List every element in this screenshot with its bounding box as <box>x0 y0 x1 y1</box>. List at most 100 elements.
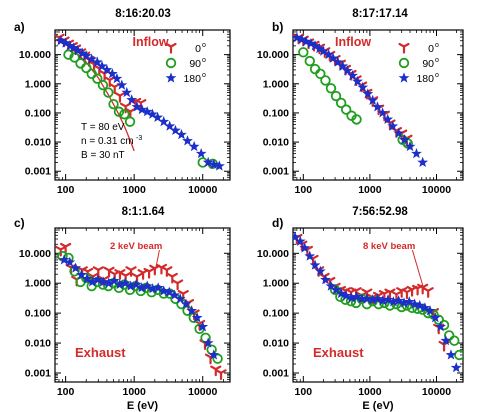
data-point-180-deg <box>362 88 374 99</box>
x-tick-label: 1000 <box>358 386 382 398</box>
data-point-180-deg <box>180 298 192 309</box>
chart-title: 8:16:20.03 <box>115 8 171 20</box>
data-point-180-deg <box>450 362 462 373</box>
x-axis-label: E (eV) <box>362 400 394 412</box>
data-point-180-deg <box>186 305 198 316</box>
panel-label: b) <box>272 20 283 34</box>
series-180-deg <box>58 254 220 360</box>
series-90-deg <box>63 49 218 169</box>
data-point-180-deg <box>393 127 405 138</box>
x-tick-label: 1000 <box>358 184 382 196</box>
data-point-90-deg <box>329 284 341 296</box>
data-point-180-deg <box>382 113 394 124</box>
plot-frame <box>54 227 231 383</box>
y-tick-label: 0.001 <box>263 367 289 379</box>
plot-frame <box>292 227 464 383</box>
annotation-arrow <box>154 249 160 274</box>
data-point-180-deg <box>361 293 373 304</box>
legend-label-90: 90 <box>422 58 434 70</box>
x-tick-label: 1000 <box>122 184 146 196</box>
legend-marker-0 <box>398 42 410 54</box>
y-tick-label: 1.000 <box>263 278 289 290</box>
data-point-180-deg <box>351 291 362 302</box>
data-point-180-deg <box>435 321 446 332</box>
chart-panel-1: 100 1000 10000 10.000 1.000 0.100 0.010 0.001 8:… <box>14 8 231 196</box>
data-point-180-deg <box>445 349 457 360</box>
data-point-180-deg <box>293 32 303 43</box>
data-point-90-deg <box>304 55 315 67</box>
series-180-deg <box>293 32 429 168</box>
y-tick-label: 0.010 <box>263 137 289 149</box>
legend-degree-mark: o <box>202 57 206 64</box>
legend-degree-mark: o <box>202 42 206 49</box>
y-tick-label: 10.000 <box>19 248 51 260</box>
data-point-180-deg <box>80 50 92 61</box>
plot-frame <box>54 29 231 181</box>
data-point-90-deg <box>454 349 463 361</box>
data-point-180-deg <box>164 120 176 131</box>
data-point-90-deg <box>298 47 309 58</box>
data-point-180-deg <box>304 250 316 261</box>
data-point-180-deg <box>188 140 200 152</box>
data-point-180-deg <box>182 135 193 146</box>
data-point-180-deg <box>213 160 225 171</box>
series-0-deg <box>293 233 450 352</box>
series-180-deg <box>293 231 462 373</box>
chart-title: 7:56:52.98 <box>352 206 408 218</box>
chart-title: 8:17:17.14 <box>352 8 408 20</box>
annotation: 8 keV beam <box>363 241 415 252</box>
data-point-180-deg <box>136 103 148 115</box>
data-point-0-deg <box>60 242 72 254</box>
legend-degree-mark: o <box>435 72 439 79</box>
data-point-180-deg <box>393 295 405 306</box>
annotation: T = 80 eV <box>81 122 125 133</box>
data-point-180-deg <box>116 79 128 90</box>
data-point-90-deg <box>92 73 103 84</box>
data-point-180-deg <box>121 86 133 98</box>
y-tick-label: 10.000 <box>257 49 289 61</box>
data-point-180-deg <box>305 37 317 49</box>
data-point-180-deg <box>86 53 98 64</box>
data-point-180-deg <box>147 108 158 119</box>
data-point-180-deg <box>417 156 429 168</box>
y-tick-label: 10.000 <box>19 49 51 61</box>
data-point-180-deg <box>403 296 415 307</box>
data-point-90-deg <box>69 52 80 63</box>
data-point-90-deg <box>97 79 109 91</box>
panel-label: d) <box>272 216 283 230</box>
data-point-180-deg <box>387 120 399 131</box>
data-point-180-deg <box>158 285 170 296</box>
plot-frame <box>292 29 464 181</box>
data-point-90-deg <box>309 63 321 75</box>
annotation: Exhaust <box>313 345 364 360</box>
x-tick-label: 100 <box>295 184 313 196</box>
data-point-0-deg <box>396 287 408 298</box>
data-point-180-deg <box>296 33 308 45</box>
data-point-180-deg <box>372 101 383 112</box>
data-point-180-deg <box>119 277 131 288</box>
data-point-180-deg <box>158 116 170 127</box>
annotation-arrow <box>411 249 425 290</box>
data-point-180-deg <box>300 35 312 47</box>
chart-panel-2: 100 1000 10000 10.000 1.000 0.100 0.010 0.001 8:… <box>257 8 464 196</box>
y-tick-label: 0.010 <box>263 338 289 350</box>
data-point-180-deg <box>92 274 104 285</box>
data-point-0-deg <box>401 288 413 300</box>
data-point-180-deg <box>327 52 339 63</box>
data-point-180-deg <box>424 305 436 316</box>
data-point-180-deg <box>170 124 181 136</box>
data-point-90-deg <box>315 68 326 80</box>
data-point-180-deg <box>399 134 410 145</box>
data-point-0-deg <box>125 266 137 277</box>
data-point-90-deg <box>119 109 130 120</box>
data-point-180-deg <box>294 235 306 246</box>
legend-degree-mark: o <box>435 42 439 49</box>
data-point-0-deg <box>166 272 178 284</box>
data-point-180-deg <box>152 111 164 123</box>
data-point-180-deg <box>70 262 82 273</box>
x-axis-label: E (eV) <box>127 400 159 412</box>
panel-label: c) <box>14 216 25 230</box>
x-tick-label: 10000 <box>422 386 451 398</box>
data-point-90-deg <box>113 106 125 117</box>
